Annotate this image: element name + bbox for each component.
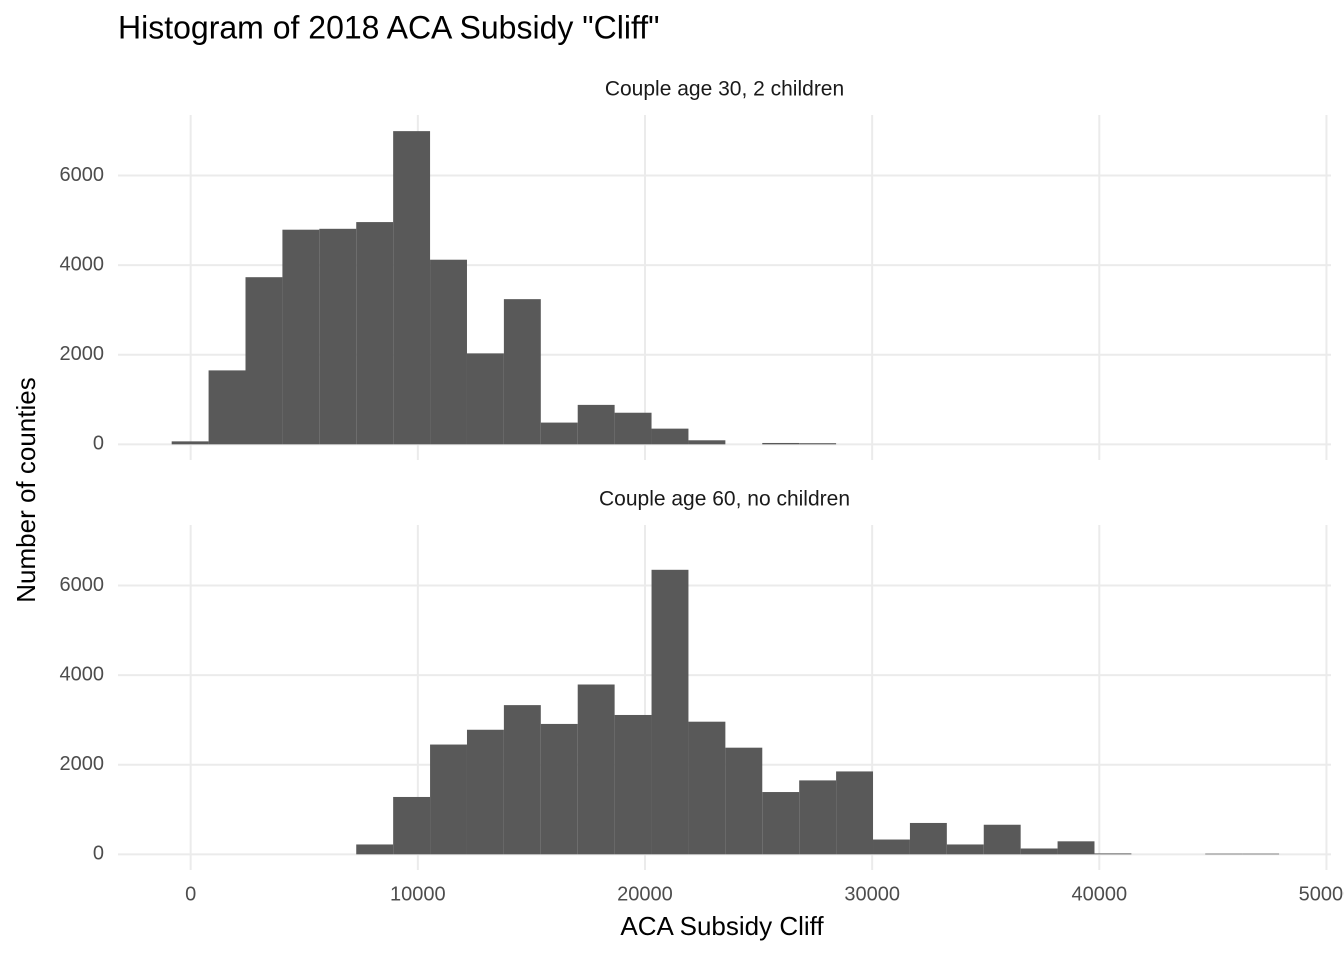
x-tick-label: 10000 bbox=[390, 883, 446, 905]
bar bbox=[282, 229, 320, 445]
bar bbox=[1094, 853, 1132, 855]
bar bbox=[577, 684, 615, 855]
bar bbox=[466, 729, 504, 855]
x-tick-label: 20000 bbox=[617, 883, 673, 905]
y-tick-label: 0 bbox=[93, 433, 104, 455]
bar bbox=[909, 822, 947, 855]
bar bbox=[614, 412, 652, 445]
bar bbox=[540, 422, 578, 445]
bar bbox=[540, 723, 578, 855]
bar bbox=[393, 796, 431, 855]
facet-label: Couple age 30, 2 children bbox=[605, 78, 844, 101]
bar bbox=[725, 747, 763, 855]
x-tick-label: 30000 bbox=[844, 883, 900, 905]
y-tick-label: 2000 bbox=[60, 343, 105, 365]
bar bbox=[208, 370, 246, 445]
bar bbox=[983, 824, 1021, 855]
x-tick-label: 50000 bbox=[1299, 883, 1344, 905]
x-axis-label: ACA Subsidy Cliff bbox=[620, 911, 824, 941]
y-axis-label: Number of counties bbox=[11, 377, 41, 602]
bar bbox=[356, 844, 394, 855]
bar bbox=[245, 277, 283, 445]
bar bbox=[651, 428, 689, 445]
bar bbox=[688, 440, 726, 445]
bar bbox=[466, 353, 504, 445]
bar bbox=[799, 443, 837, 445]
bar bbox=[873, 839, 910, 855]
bar bbox=[1057, 841, 1095, 855]
bar bbox=[762, 442, 800, 445]
x-tick-label: 0 bbox=[185, 883, 196, 905]
facet-label: Couple age 60, no children bbox=[599, 488, 850, 511]
y-tick-label: 4000 bbox=[60, 663, 105, 685]
bar bbox=[614, 714, 652, 855]
bar bbox=[1205, 853, 1243, 855]
y-tick-label: 6000 bbox=[60, 574, 105, 596]
y-tick-label: 4000 bbox=[60, 253, 105, 275]
chart-title: Histogram of 2018 ACA Subsidy "Cliff" bbox=[118, 9, 660, 45]
bar bbox=[1242, 853, 1280, 855]
x-tick-label: 40000 bbox=[1071, 883, 1127, 905]
bar bbox=[1020, 848, 1058, 855]
bar bbox=[577, 404, 615, 445]
bar bbox=[651, 569, 689, 855]
bar bbox=[319, 228, 357, 445]
bar bbox=[171, 441, 209, 445]
bar bbox=[946, 844, 984, 855]
bar bbox=[799, 780, 837, 855]
bar bbox=[393, 131, 431, 445]
bar bbox=[503, 705, 541, 855]
bar bbox=[430, 259, 467, 445]
y-tick-label: 0 bbox=[93, 843, 104, 865]
y-tick-label: 6000 bbox=[60, 164, 105, 186]
bar bbox=[430, 744, 467, 855]
y-tick-label: 2000 bbox=[60, 753, 105, 775]
bar bbox=[688, 721, 726, 855]
bar bbox=[762, 792, 800, 855]
bar bbox=[836, 771, 874, 855]
bar bbox=[503, 299, 541, 445]
bar bbox=[356, 222, 394, 445]
